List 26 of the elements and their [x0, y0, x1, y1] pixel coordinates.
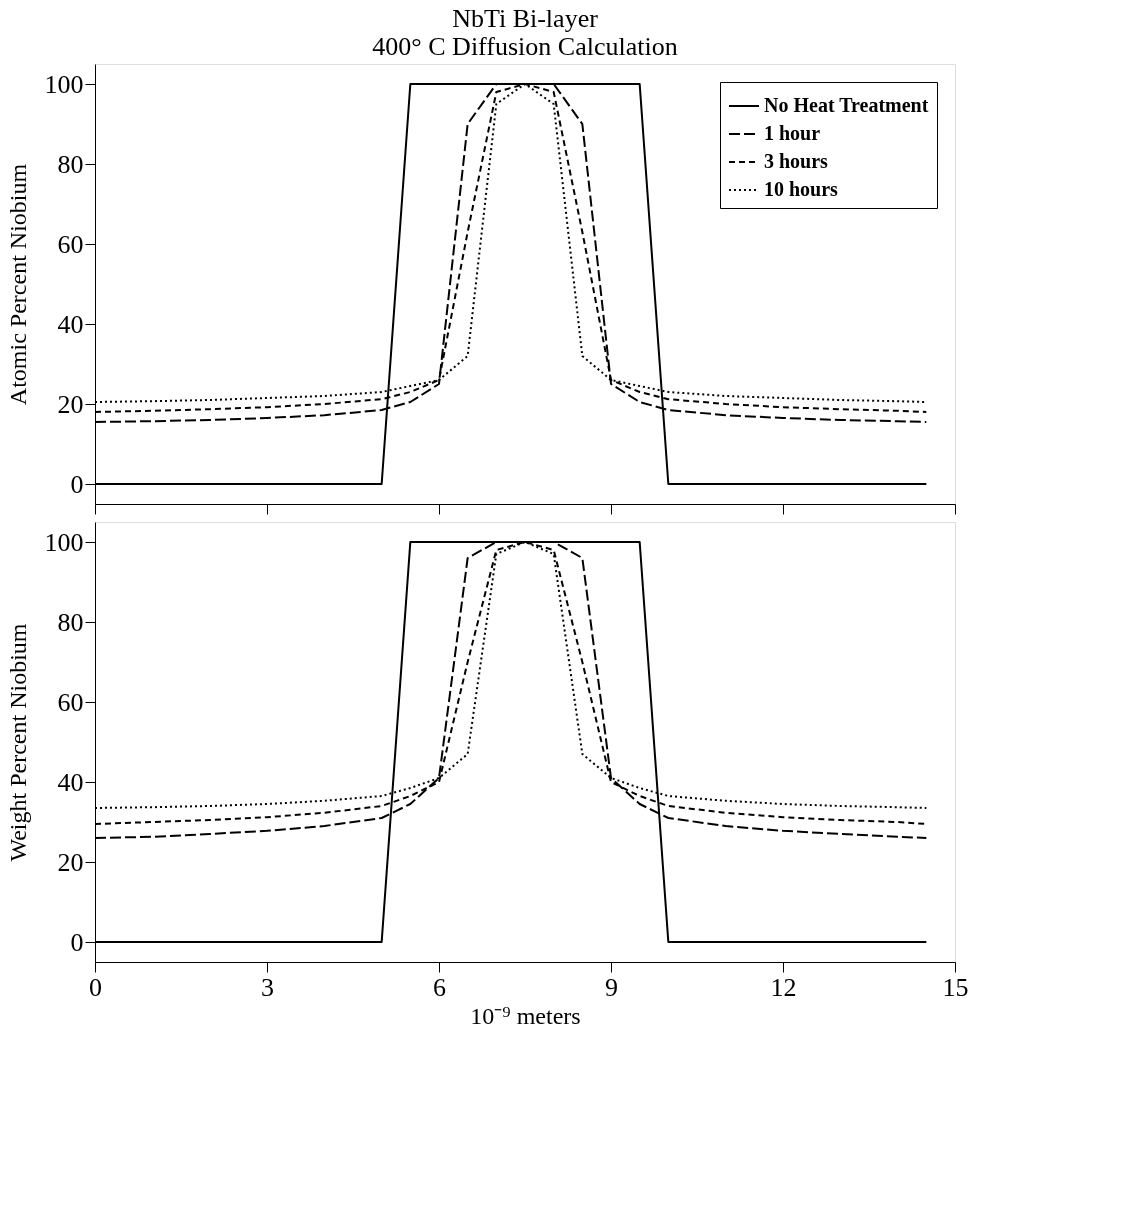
x-tick-label: 9 — [605, 972, 618, 1002]
y-axis-title: Atomic Percent Niobium — [4, 163, 31, 406]
x-tick-label: 3 — [261, 972, 274, 1002]
text: NbTi Bi-layer — [452, 4, 598, 33]
text: 400° C Diffusion Calculation — [372, 32, 678, 61]
y-tick-label: 40 — [57, 767, 84, 797]
x-axis-title: 10⁻⁹ meters — [470, 1002, 581, 1029]
x-tick-label: 15 — [942, 972, 969, 1002]
y-tick-label: 0 — [70, 469, 84, 499]
legend-label: 3 hours — [764, 150, 829, 172]
y-tick-label: 60 — [57, 687, 84, 717]
legend-label: 10 hours — [764, 178, 839, 200]
y-tick-label: 100 — [44, 527, 84, 557]
y-tick-label: 80 — [57, 149, 84, 179]
y-tick-label: 20 — [57, 847, 84, 877]
x-tick-label: 12 — [770, 972, 797, 1002]
legend-label: 1 hour — [764, 122, 821, 144]
y-tick-label: 80 — [57, 607, 84, 637]
x-tick-label: 6 — [433, 972, 446, 1002]
y-tick-label: 20 — [57, 389, 84, 419]
y-axis-title: Weight Percent Niobium — [4, 623, 31, 862]
y-tick-label: 40 — [57, 309, 84, 339]
y-tick-label: 0 — [70, 927, 84, 957]
y-tick-label: 100 — [44, 69, 84, 99]
y-tick-label: 60 — [57, 229, 84, 259]
legend-label: No Heat Treatment — [764, 94, 929, 116]
